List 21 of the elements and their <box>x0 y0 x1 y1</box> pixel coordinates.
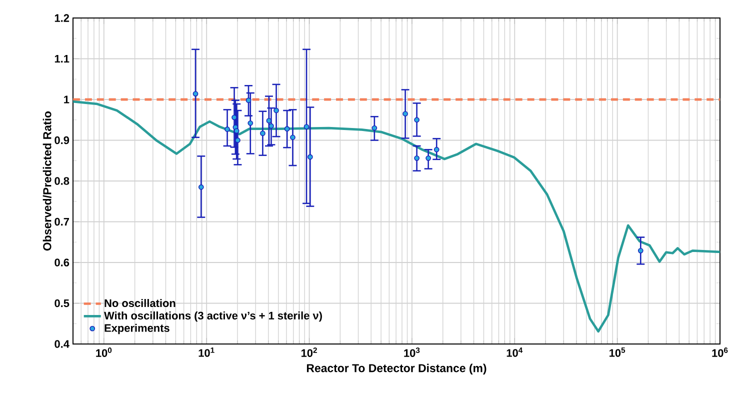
x-tick-label: 10$^{2}$ <box>301 348 317 357</box>
x-tick-label: 10$^{1}$ <box>198 348 214 357</box>
y-tick-label: 0.9 <box>54 136 70 144</box>
y-axis-title: Observed/Predicted Ratio <box>42 111 52 251</box>
y-tick-label: 1.1 <box>54 54 70 63</box>
x-tick-label: 10$^{5}$ <box>610 348 626 357</box>
y-tick-label: 0.4 <box>54 340 70 348</box>
x-tick-label: 10$^{3}$ <box>404 348 420 357</box>
y-tick-label: 0.7 <box>54 218 69 226</box>
y-tick-label: 0.5 <box>54 299 70 308</box>
y-tick-label: 0.8 <box>54 177 70 185</box>
x-tick-label: 10$^{6}$ <box>712 348 728 357</box>
y-tick-label: 0.6 <box>54 258 70 266</box>
legend-label: No oscillation <box>104 299 176 308</box>
x-axis-title: Reactor To Detector Distance (m) <box>306 364 486 374</box>
y-tick-label: 1 <box>64 96 70 104</box>
y-tick-label: 1.2 <box>54 14 70 22</box>
x-tick-label: 10$^{4}$ <box>506 348 523 357</box>
legend-label: With oscillations (3 active ν’s + 1 sterile ν) <box>104 311 322 322</box>
legend-label: Experiments <box>104 324 170 334</box>
x-tick-label: 10$^{0}$ <box>96 348 112 357</box>
